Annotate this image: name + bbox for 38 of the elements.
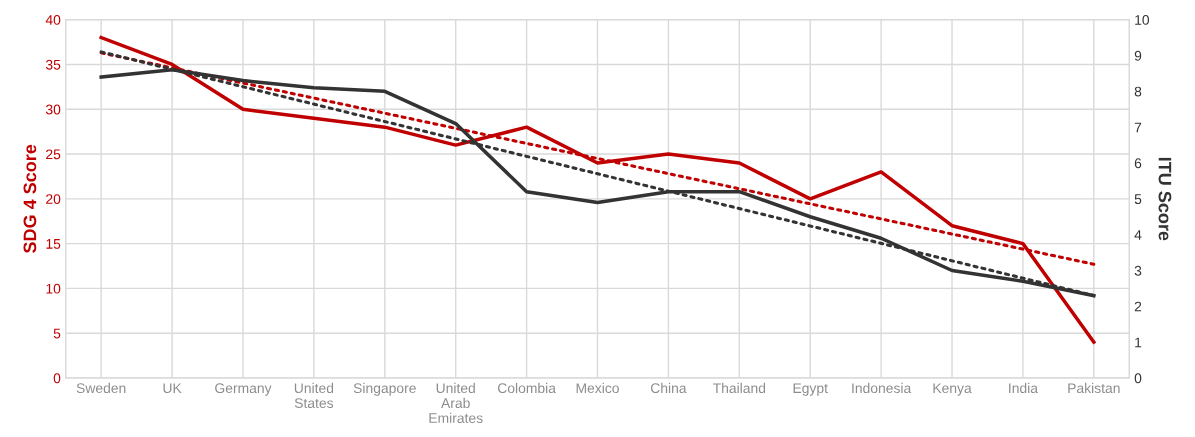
y2-axis-title: ITU Score	[1158, 157, 1172, 241]
x-tick-label: Thailand	[712, 382, 766, 394]
y-tick-label: 30	[45, 104, 61, 115]
y2-tick-label: 2	[1134, 301, 1142, 312]
x-tick-label: Mexico	[576, 382, 619, 394]
x-tick-label: India	[1009, 382, 1038, 394]
x-tick-label: Singapore	[353, 382, 416, 396]
x-tick-label: Pakistan	[1068, 382, 1120, 394]
y-axis-title: SDG 4 Score	[23, 144, 37, 254]
x-tick-label: China	[650, 382, 687, 394]
x-tick-label: United Arab Emirates	[429, 382, 483, 423]
y-tick-label: 35	[45, 59, 61, 70]
y-tick-label: 40	[45, 15, 61, 25]
x-tick-label: Germany	[215, 383, 272, 396]
y2-tick-label: 10	[1135, 15, 1150, 25]
y-tick-label: 20	[46, 194, 61, 204]
y2-tick-label: 1	[1135, 337, 1142, 348]
x-tick-label: Sweden	[76, 382, 126, 394]
y-tick-label: 25	[46, 149, 61, 160]
y2-tick-label: 9	[1134, 50, 1142, 61]
x-tick-label: Kenya	[933, 383, 972, 396]
x-tick-label: Indonesia	[852, 382, 912, 394]
y2-tick-label: 0	[1134, 373, 1142, 384]
x-tick-label: United States	[294, 382, 334, 409]
y2-tick-label: 7	[1134, 122, 1142, 133]
y-tick-label: 0	[53, 373, 61, 384]
y-tick-label: 5	[53, 328, 61, 339]
y2-tick-label: 6	[1134, 158, 1142, 169]
y-tick-label: 15	[46, 239, 61, 249]
y-tick-label: 10	[46, 283, 61, 294]
x-tick-label: Colombia	[497, 382, 556, 394]
x-tick-label: UK	[163, 383, 182, 394]
y2-tick-label: 3	[1134, 265, 1142, 276]
y2-tick-label: 8	[1134, 86, 1142, 97]
x-tick-label: Egypt	[793, 383, 828, 396]
line-series	[99, 35, 1096, 344]
y2-tick-label: 4	[1134, 230, 1142, 240]
y2-tick-label: 5	[1134, 194, 1142, 204]
